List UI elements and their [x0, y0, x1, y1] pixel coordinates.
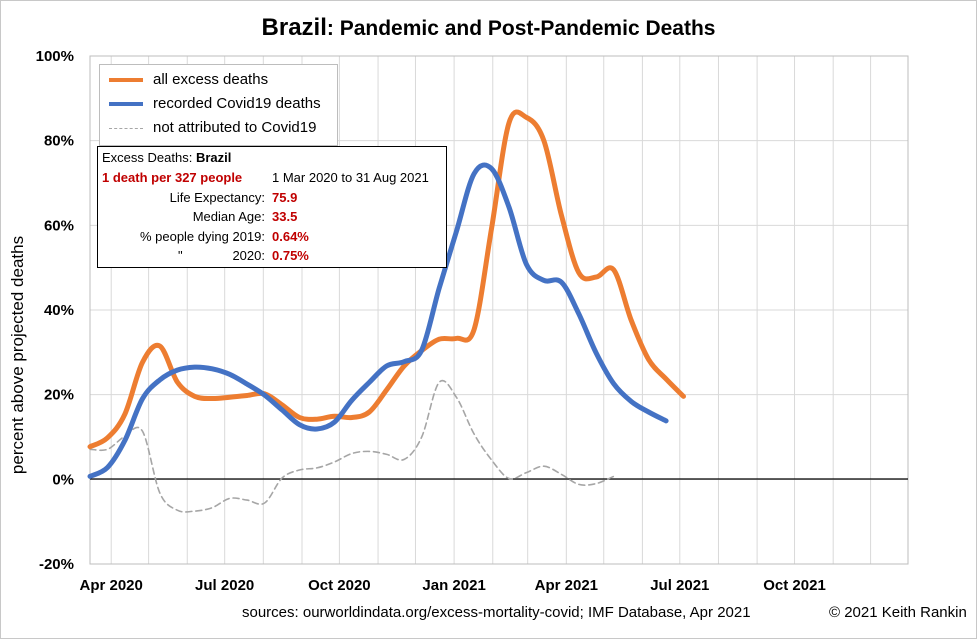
- x-tick-label: Jan 2021: [422, 577, 485, 594]
- y-tick-label: 40%: [44, 302, 74, 319]
- x-tick-label: Apr 2021: [535, 577, 598, 594]
- info-heading-country: Brazil: [195, 150, 232, 165]
- legend: all excess deaths recorded Covid19 death…: [99, 64, 338, 146]
- info-life-label: Life Expectancy:: [169, 190, 265, 205]
- info-rate: 1 death per 327 people: [102, 170, 243, 185]
- info-period: 1 Mar 2020 to 31 Aug 2021: [272, 170, 429, 185]
- series-line-covid: [87, 162, 669, 479]
- legend-swatch-covid: [109, 102, 143, 106]
- footer-sources: sources: ourworldindata.org/excess-morta…: [242, 604, 751, 621]
- y-tick-labels: -20% 0% 20% 40% 60% 80% 100%: [36, 48, 74, 573]
- x-tick-label: Oct 2020: [308, 577, 371, 594]
- series-line-not-attributed: [89, 379, 615, 513]
- title-country: Brazil: [261, 14, 327, 41]
- info-dying2019-label: % people dying 2019:: [139, 229, 265, 244]
- x-tick-label: Oct 2021: [763, 577, 826, 594]
- x-tick-label: Jul 2020: [195, 577, 254, 594]
- y-tick-label: 60%: [44, 217, 74, 234]
- series-layer: [87, 109, 686, 513]
- info-dying2019-value: 0.64%: [272, 229, 309, 244]
- info-heading-text: Excess Deaths:: [102, 150, 196, 165]
- info-dying2020-value: 0.75%: [272, 248, 309, 263]
- legend-item-covid: recorded Covid19 deaths: [100, 93, 337, 117]
- info-age-value: 33.5: [272, 209, 298, 224]
- title-text: : Pandemic and Post-Pandemic Deaths: [326, 17, 716, 40]
- series-line-excess: [87, 109, 686, 450]
- y-tick-label: -20%: [39, 556, 74, 573]
- info-ditto-mark: ": [178, 248, 183, 263]
- legend-swatch-not-attributed: [109, 128, 143, 129]
- x-tick-label: Apr 2020: [80, 577, 143, 594]
- info-box: Excess Deaths: Brazil 1 death per 327 pe…: [97, 146, 447, 268]
- x-tick-labels: Apr 2020 Jul 2020 Oct 2020 Jan 2021 Apr 2021…: [80, 577, 826, 594]
- info-age-label: Median Age:: [192, 209, 265, 224]
- y-tick-label: 80%: [44, 133, 74, 150]
- legend-swatch-excess: [109, 78, 143, 82]
- info-dying2020-label: 2020:: [232, 248, 265, 263]
- legend-item-not-attributed: not attributed to Covid19: [100, 117, 337, 141]
- info-life-value: 75.9: [272, 190, 298, 205]
- plot-area-border: [89, 55, 909, 565]
- legend-item-excess: all excess deaths: [100, 69, 337, 93]
- footer-copyright: © 2021 Keith Rankin: [829, 604, 967, 621]
- legend-label-excess: all excess deaths: [153, 71, 269, 88]
- chart-title: Brazil: Pandemic and Post-Pandemic Death…: [0, 14, 977, 42]
- legend-label-not-attributed: not attributed to Covid19: [153, 119, 317, 136]
- y-tick-label: 0%: [52, 471, 74, 488]
- legend-label-covid: recorded Covid19 deaths: [153, 95, 321, 112]
- y-tick-label: 20%: [44, 387, 74, 404]
- x-tick-label: Jul 2021: [650, 577, 709, 594]
- info-heading: Excess Deaths: Brazil: [102, 150, 231, 165]
- y-tick-label: 100%: [36, 48, 74, 65]
